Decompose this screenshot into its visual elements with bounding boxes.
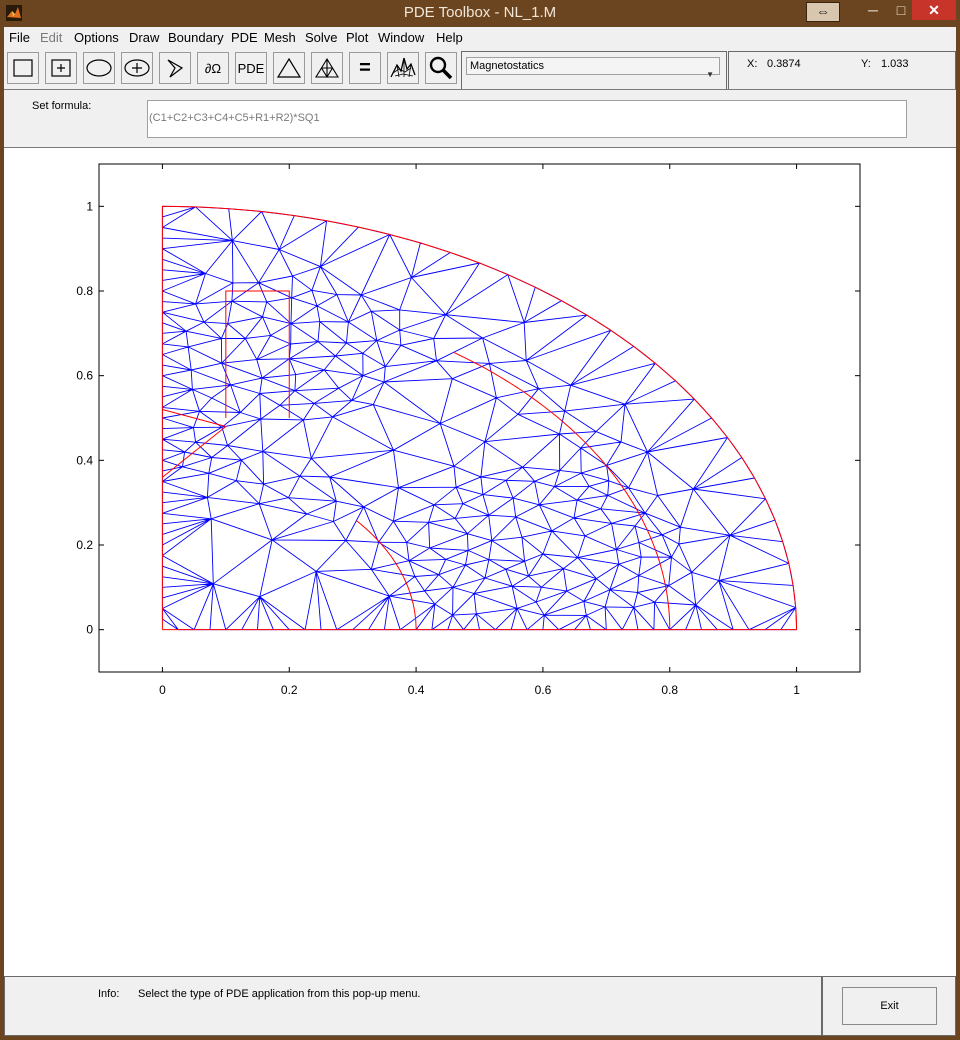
solve-button[interactable]: = <box>349 52 381 84</box>
application-select-value: Magnetostatics <box>470 60 544 72</box>
menu-mesh[interactable]: Mesh <box>264 30 296 45</box>
y-tick-label: 0.6 <box>76 369 93 383</box>
menu-draw[interactable]: Draw <box>129 30 160 45</box>
y-tick-label: 1 <box>86 199 93 213</box>
mesh-plot[interactable]: 0 0.2 0.4 0.6 0.8 1 0 0.2 0.4 0.6 0.8 1 <box>4 148 956 978</box>
menu-help[interactable]: Help <box>436 30 463 45</box>
x-tick-label: 0.8 <box>661 683 678 697</box>
rectangle-icon <box>13 59 33 77</box>
polygon-tool[interactable] <box>159 52 191 84</box>
refine-mesh-button[interactable] <box>311 52 343 84</box>
menu-window[interactable]: Window <box>378 30 425 45</box>
centered-ellipse-icon <box>124 59 150 77</box>
x-tick-label: 0 <box>159 683 166 697</box>
coordinates-panel: X: 0.3874 Y: 1.033 <box>728 51 956 91</box>
menu-file[interactable]: File <box>9 30 30 45</box>
triangle-icon <box>276 57 302 78</box>
client-area: File Edit Options Draw Boundary PDE Mesh… <box>4 27 956 1036</box>
formula-label: Set formula: <box>32 100 92 112</box>
y-tick-label: 0.2 <box>76 538 93 552</box>
minimize-icon[interactable]: ─ <box>868 2 878 18</box>
surface-plot-icon <box>390 57 416 78</box>
info-text: Select the type of PDE application from … <box>138 988 421 1000</box>
x-coord-value: 0.3874 <box>767 58 801 70</box>
application-select[interactable]: Magnetostatics ▼ <box>466 57 720 79</box>
ellipse-icon <box>86 59 112 77</box>
centered-rectangle-icon <box>51 59 71 77</box>
formula-panel: Set formula: (C1+C2+C3+C4+C5+R1+R2)*SQ1 <box>4 89 956 148</box>
refined-triangle-icon <box>315 57 339 79</box>
x-coord-label: X: <box>747 58 758 70</box>
x-tick-label: 0.2 <box>281 683 298 697</box>
exit-button[interactable]: Exit <box>842 987 937 1025</box>
menu-bar: File Edit Options Draw Boundary PDE Mesh… <box>4 27 956 47</box>
menu-options[interactable]: Options <box>74 30 119 45</box>
x-tick-label: 0.4 <box>408 683 425 697</box>
formula-input[interactable]: (C1+C2+C3+C4+C5+R1+R2)*SQ1 <box>147 100 907 138</box>
menu-edit[interactable]: Edit <box>40 30 63 45</box>
init-mesh-button[interactable] <box>273 52 305 84</box>
y-coord-value: 1.033 <box>881 58 909 70</box>
title-bar[interactable]: PDE Toolbox - NL_1.M ⇔ ─ □ ✕ <box>0 0 960 27</box>
x-tick-label: 1 <box>793 683 800 697</box>
centered-ellipse-tool[interactable] <box>121 52 153 84</box>
polygon-icon <box>167 59 184 78</box>
restore-icon[interactable]: ⇔ <box>806 2 840 22</box>
magnifier-icon <box>429 56 453 80</box>
boundary-mode-button[interactable]: ∂Ω <box>197 52 229 84</box>
exit-panel: Exit <box>822 976 956 1036</box>
ellipse-tool[interactable] <box>83 52 115 84</box>
info-label: Info: <box>98 988 120 1000</box>
y-tick-label: 0.4 <box>76 453 93 467</box>
zoom-button[interactable] <box>425 52 457 84</box>
menu-pde[interactable]: PDE <box>231 30 258 45</box>
geometry-boundary <box>161 205 798 631</box>
menu-boundary[interactable]: Boundary <box>168 30 224 45</box>
x-tick-label: 0.6 <box>535 683 552 697</box>
plot-button[interactable] <box>387 52 419 84</box>
rectangle-tool[interactable] <box>7 52 39 84</box>
y-coord-label: Y: <box>861 58 871 70</box>
y-tick-label: 0.8 <box>76 284 93 298</box>
maximize-icon[interactable]: □ <box>896 2 906 18</box>
menu-plot[interactable]: Plot <box>346 30 369 45</box>
plot-area: 0 0.2 0.4 0.6 0.8 1 0 0.2 0.4 0.6 0.8 1 <box>4 148 956 978</box>
close-icon[interactable]: ✕ <box>912 0 956 20</box>
application-select-panel: Magnetostatics ▼ <box>461 51 727 91</box>
pde-mode-button[interactable]: PDE <box>235 52 267 84</box>
y-tick-label: 0 <box>86 623 93 637</box>
info-panel: Info: Select the type of PDE application… <box>4 976 822 1036</box>
menu-solve[interactable]: Solve <box>305 30 338 45</box>
chevron-down-icon[interactable]: ▼ <box>706 70 714 79</box>
centered-rectangle-tool[interactable] <box>45 52 77 84</box>
window-title: PDE Toolbox - NL_1.M <box>403 4 557 21</box>
matlab-logo-icon <box>6 5 22 21</box>
